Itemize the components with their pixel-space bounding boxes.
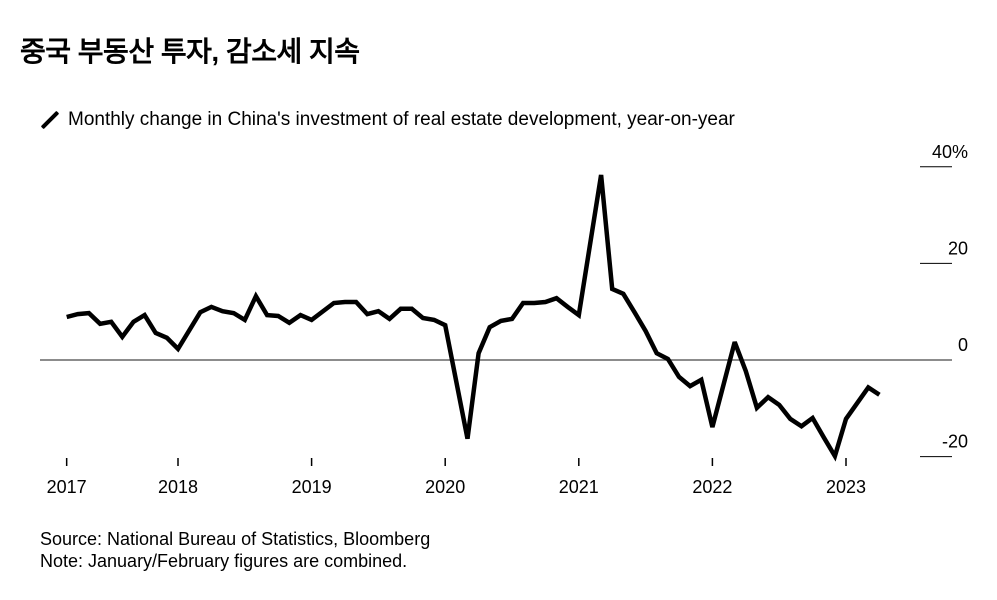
x-tick-label: 2023	[826, 477, 866, 497]
series-line	[66, 174, 881, 462]
x-tick-label: 2018	[158, 477, 198, 497]
footnote: Note: January/February figures are combi…	[40, 551, 408, 571]
legend-label: Monthly change in China's investment of …	[68, 109, 735, 130]
x-tick-label: 2022	[692, 477, 732, 497]
x-tick-label: 2020	[425, 477, 465, 497]
y-tick-label: 0	[958, 335, 968, 355]
footer: Source: National Bureau of Statistics, B…	[40, 528, 430, 572]
y-tick-label: -20	[942, 432, 968, 452]
x-tick-label: 2019	[292, 477, 332, 497]
source-note: Source: National Bureau of Statistics, B…	[40, 529, 431, 549]
x-tick-label: 2021	[559, 477, 599, 497]
x-tick-label: 2017	[47, 477, 87, 497]
legend: Monthly change in China's investment of …	[40, 109, 735, 131]
y-tick-label: 20	[948, 238, 968, 258]
chart-title: 중국 부동산 투자, 감소세 지속	[20, 36, 360, 67]
y-tick-label: 40%	[932, 142, 968, 162]
